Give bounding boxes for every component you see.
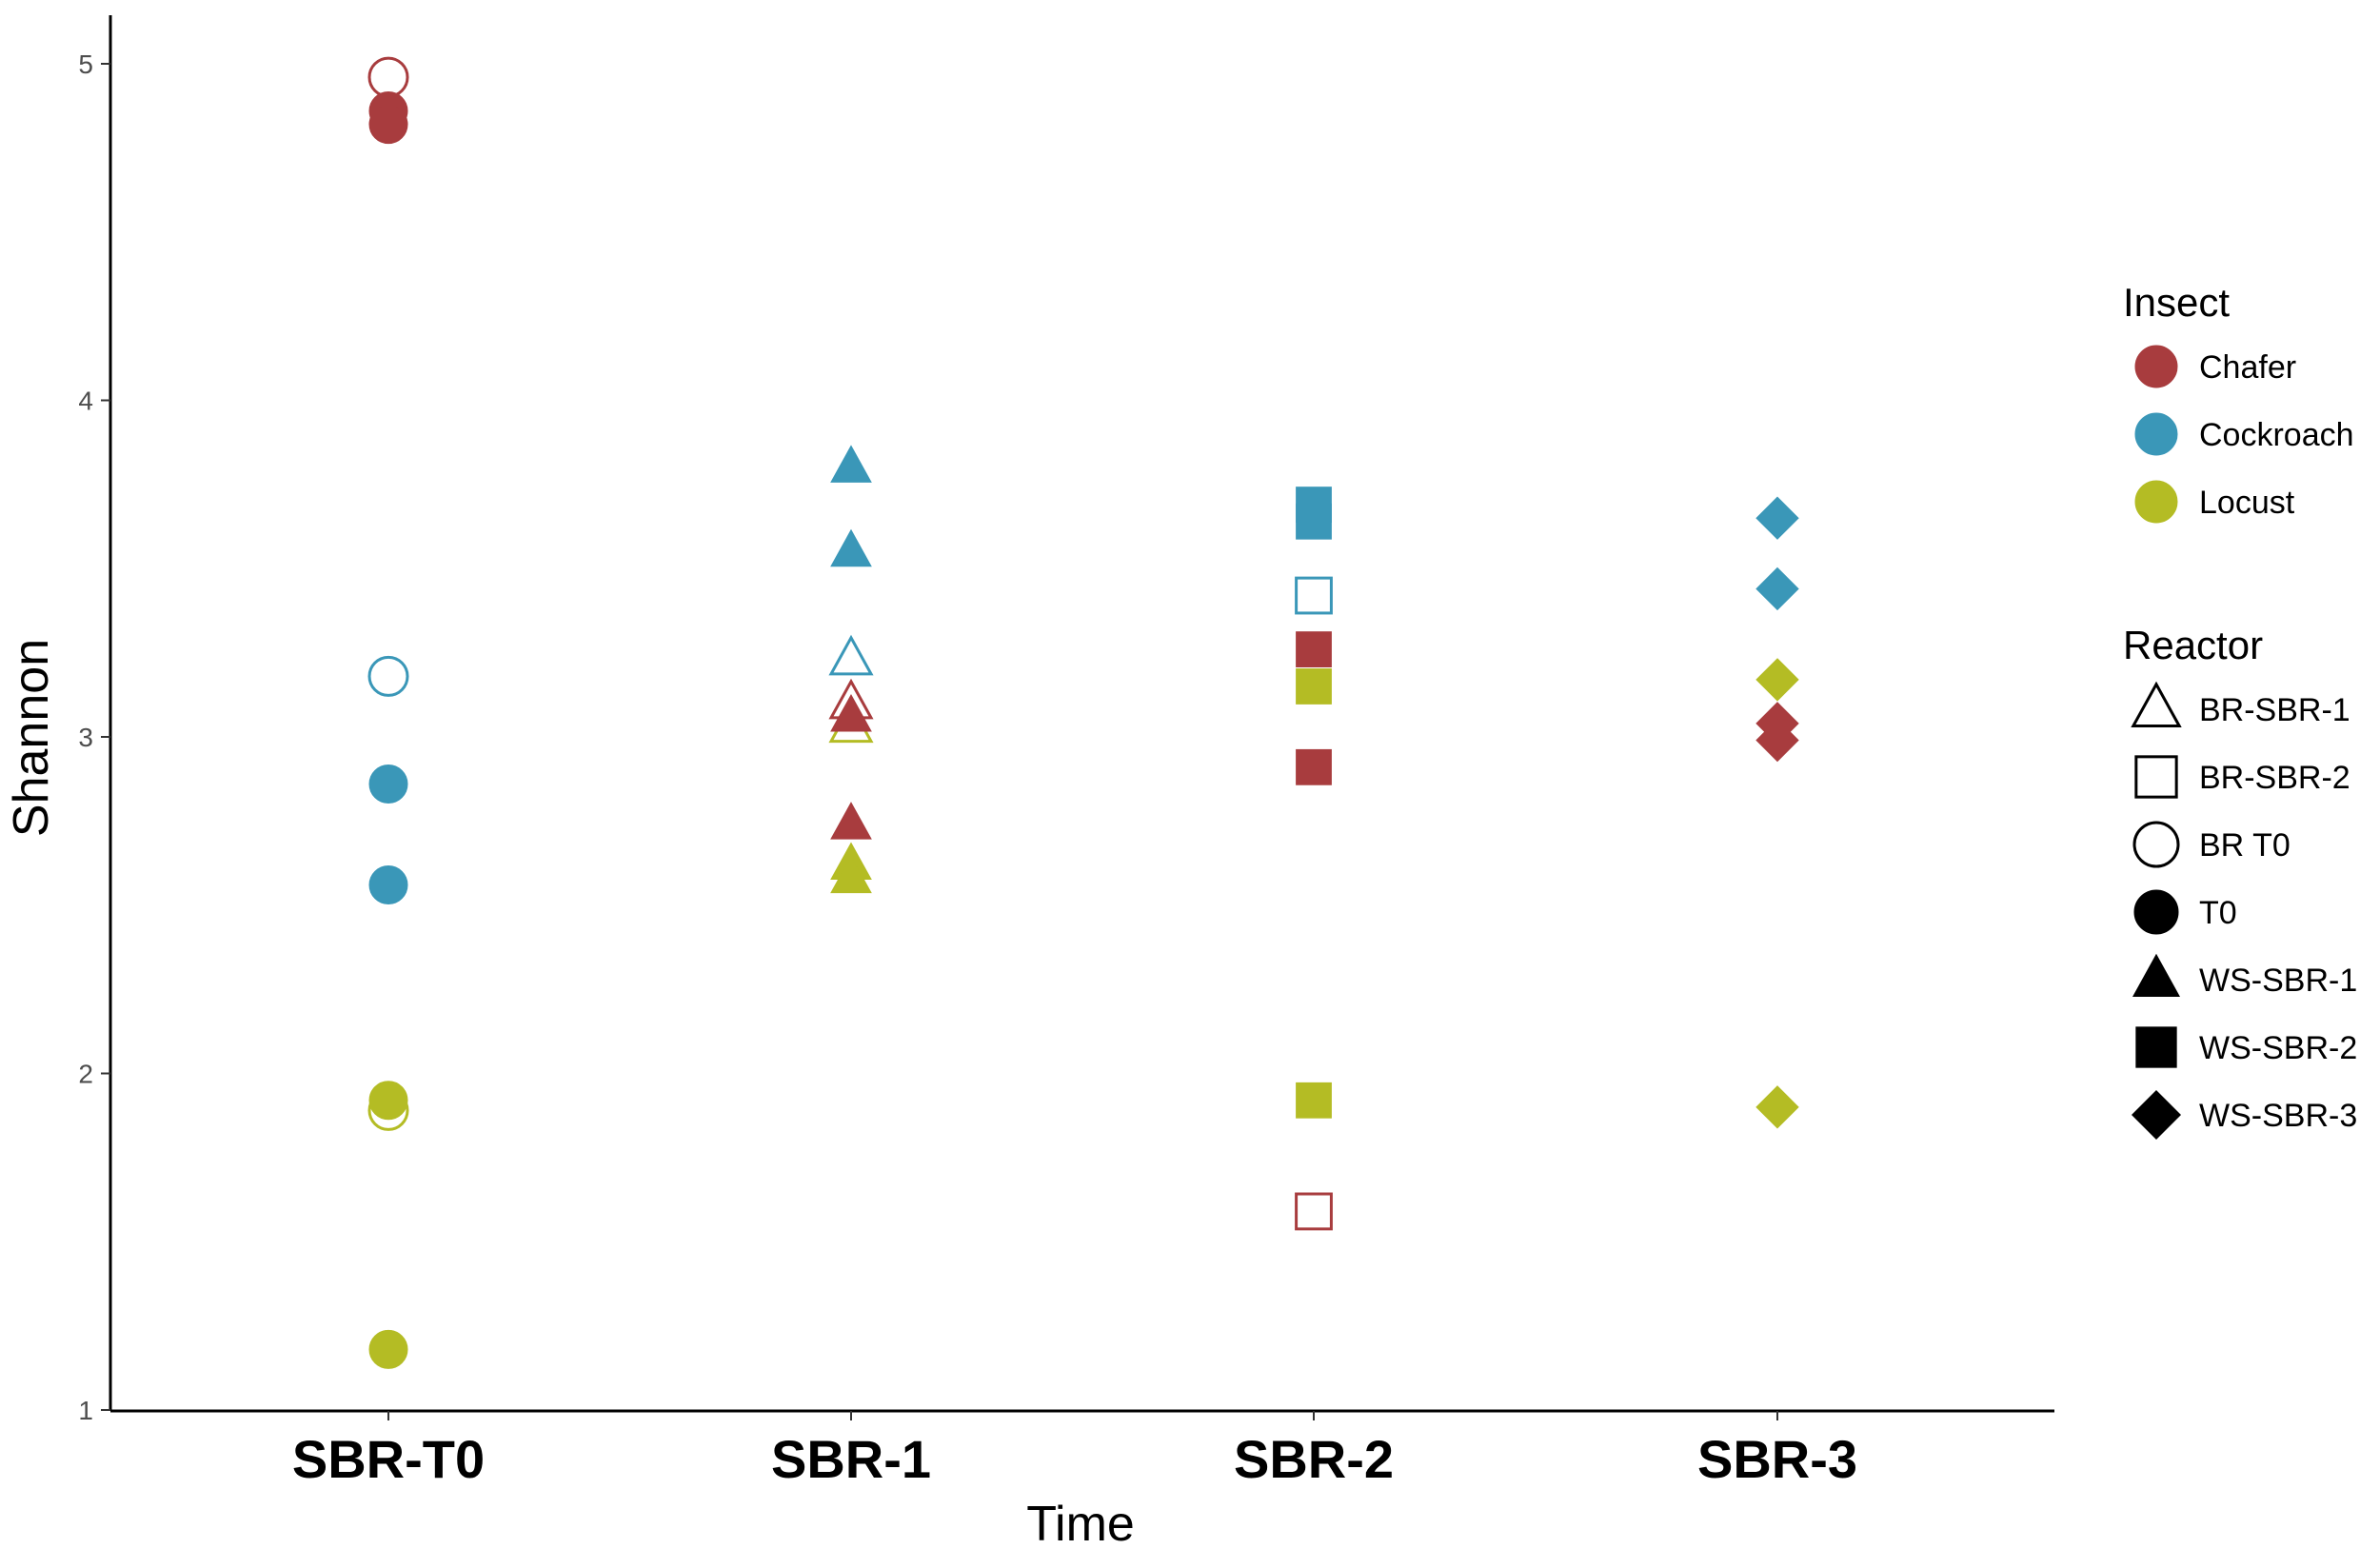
legend-insect-label: Chafer: [2199, 349, 2296, 386]
data-point: [830, 855, 872, 894]
data-point: [1295, 1192, 1333, 1231]
y-tick-label: 1: [78, 1396, 93, 1425]
legend-reactor-key-icon: [2133, 889, 2179, 935]
legend-insect-label: Locust: [2199, 485, 2295, 521]
data-point: [828, 634, 874, 676]
legend-insect-key-icon: [2134, 345, 2178, 388]
legend-reactor-key-icon: [2132, 821, 2180, 868]
x-tick-label: SBR-3: [1697, 1429, 1857, 1489]
data-point: [830, 693, 872, 732]
data-point: [368, 1329, 408, 1369]
data-point: [367, 655, 409, 697]
data-point: [1296, 1082, 1332, 1119]
data-point: [830, 445, 872, 483]
data-point: [1296, 631, 1332, 667]
legend-reactor-label: BR-SBR-2: [2199, 760, 2350, 796]
y-ticks: 1 2 3 4 5: [78, 50, 110, 1425]
data-point: [1755, 496, 1799, 540]
legend-reactor: Reactor BR-SBR-1 BR-SBR-2 BR T0 T0 WS-SBR-1 W…: [2123, 623, 2357, 1141]
legend-insect-title: Insect: [2123, 280, 2230, 325]
data-point: [830, 528, 872, 567]
data-point: [1296, 503, 1332, 540]
y-axis-title: Shannon: [4, 639, 59, 837]
legend-reactor-label: WS-SBR-2: [2199, 1030, 2357, 1066]
legend-insect-key-icon: [2134, 412, 2178, 456]
y-tick-label: 4: [78, 387, 93, 416]
legend-insect-label: Cockroach: [2199, 417, 2354, 453]
legend-reactor-key-icon: [2131, 1089, 2182, 1141]
x-axis-title: Time: [1026, 1497, 1135, 1549]
x-tick-label: SBR-T0: [292, 1429, 485, 1489]
data-point: [1755, 1085, 1799, 1129]
y-tick-label: 5: [78, 50, 93, 79]
y-tick-label: 2: [78, 1060, 93, 1089]
data-point: [367, 56, 409, 98]
legend-reactor-key-icon: [2134, 755, 2178, 799]
data-point: [1295, 576, 1333, 615]
data-point: [1296, 668, 1332, 705]
legend-reactor-label: T0: [2199, 895, 2237, 931]
y-tick-label: 3: [78, 723, 93, 752]
legend-reactor-key-icon: [2132, 953, 2180, 997]
data-point: [1755, 566, 1799, 611]
data-point: [368, 865, 408, 905]
legend-reactor-label: WS-SBR-3: [2199, 1098, 2357, 1134]
data-point: [1755, 718, 1799, 763]
legend-reactor-key-icon: [2135, 1026, 2177, 1068]
legend-reactor-label: BR T0: [2199, 827, 2291, 864]
data-point: [368, 1081, 408, 1121]
x-tick-label: SBR-1: [771, 1429, 931, 1489]
data-point: [368, 764, 408, 804]
x-tick-label: SBR-2: [1234, 1429, 1394, 1489]
legend-reactor-label: WS-SBR-1: [2199, 963, 2357, 999]
plot-points: [367, 56, 1799, 1369]
data-point: [830, 802, 872, 840]
x-ticks: SBR-T0 SBR-1 SBR-2 SBR-3: [292, 1411, 1857, 1489]
legend-insect-key-icon: [2134, 480, 2178, 524]
legend-insect: Insect Chafer Cockroach Locust: [2123, 280, 2354, 524]
axes: 1 2 3 4 5 SBR-T0 SBR-1 SBR-2 SBR-3: [78, 15, 2054, 1489]
data-point: [1296, 748, 1332, 785]
legend-reactor-label: BR-SBR-1: [2199, 692, 2350, 728]
legend-reactor-title: Reactor: [2123, 623, 2263, 667]
data-point: [1755, 658, 1799, 702]
data-point: [368, 105, 408, 145]
legend-reactor-key-icon: [2131, 681, 2182, 727]
